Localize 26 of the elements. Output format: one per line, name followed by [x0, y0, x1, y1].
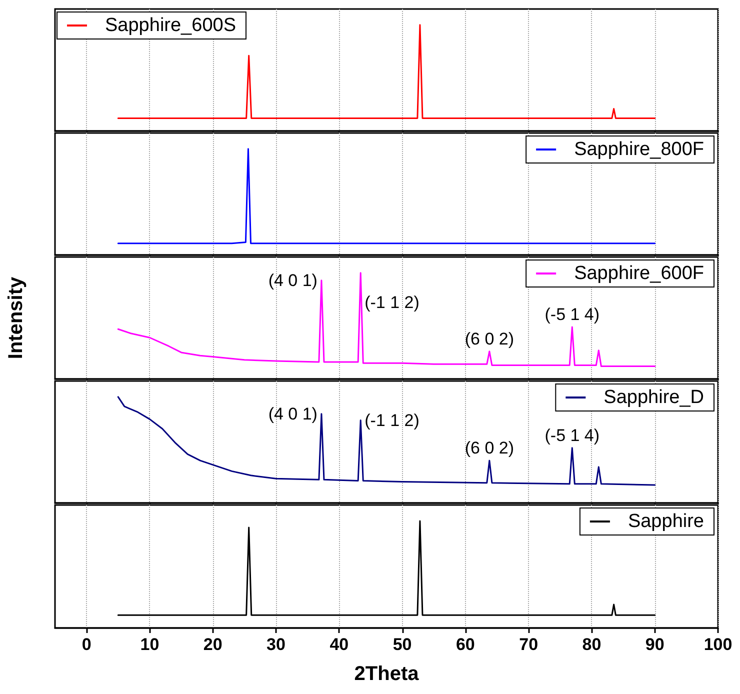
legend-label: Sapphire_600S [105, 15, 236, 36]
annotation: (-1 1 2) [364, 410, 420, 430]
x-tick-label: 90 [645, 635, 664, 654]
annotation: (6 0 2) [464, 438, 514, 458]
annotation: (-5 1 4) [544, 305, 600, 324]
legend-label: Sapphire_800F [574, 139, 704, 160]
annotation: (4 0 1) [268, 404, 318, 424]
x-tick-label: 20 [203, 635, 222, 654]
annotation: (-5 1 4) [544, 426, 600, 445]
x-tick-label: 80 [582, 635, 602, 654]
x-tick-label: 0 [82, 635, 92, 654]
annotation: (6 0 2) [464, 329, 514, 348]
x-tick-label: 10 [140, 635, 160, 654]
y-axis-title: Intensity [5, 276, 27, 360]
x-tick-label: 60 [456, 635, 475, 654]
x-tick-label: 100 [704, 635, 732, 654]
x-tick-label: 30 [266, 635, 286, 654]
x-tick-label: 70 [519, 635, 538, 654]
annotation: (4 0 1) [268, 270, 318, 290]
x-axis-title: 2Theta [354, 663, 420, 685]
legend-label: Sapphire_D [604, 387, 704, 408]
x-tick-label: 40 [330, 635, 349, 654]
annotation: (-1 1 2) [364, 293, 420, 312]
legend-label: Sapphire [628, 511, 704, 532]
legend-label: Sapphire_600F [574, 263, 704, 284]
x-tick-label: 50 [392, 635, 412, 654]
